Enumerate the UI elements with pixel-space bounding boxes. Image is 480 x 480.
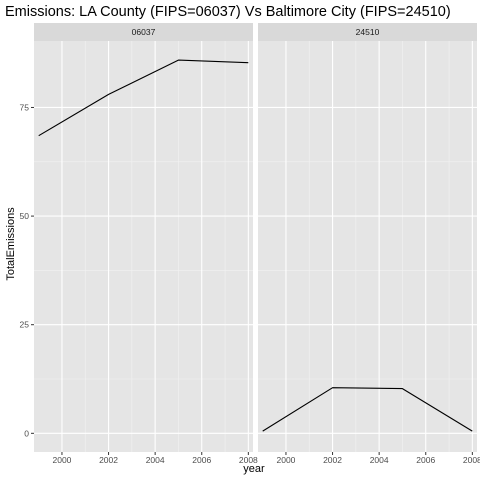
x-tick-label: 2002 [323, 455, 342, 465]
x-tick-label: 2006 [192, 455, 211, 465]
x-tick-label: 2006 [416, 455, 435, 465]
y-tick-label: 25 [20, 320, 30, 330]
x-tick-label: 2004 [146, 455, 165, 465]
x-tick-label: 2000 [52, 455, 71, 465]
chart-title: Emissions: LA County (FIPS=06037) Vs Bal… [5, 4, 451, 20]
y-tick-label: 0 [24, 428, 29, 438]
x-tick-label: 2008 [239, 455, 258, 465]
y-tick-label: 75 [20, 102, 30, 112]
facet-strip [258, 23, 477, 41]
x-tick-label: 2008 [463, 455, 480, 465]
y-tick-label: 50 [20, 211, 30, 221]
series-line [38, 59, 249, 137]
facet-panel [34, 41, 253, 452]
y-axis-title: TotalEmissions [5, 207, 17, 281]
facet-panel [258, 41, 477, 452]
series-line [262, 387, 473, 432]
x-axis-title: year [243, 463, 265, 475]
facet-strip-label: 06037 [132, 27, 156, 37]
x-tick-label: 2004 [370, 455, 389, 465]
x-tick-label: 2000 [276, 455, 295, 465]
facet-strip [34, 23, 253, 41]
plot-area: 06037 2000 2002 2004 2006 2008 24510 2000 2002 20… [20, 23, 480, 465]
x-tick-label: 2002 [99, 455, 118, 465]
facet-strip-label: 24510 [356, 27, 380, 37]
